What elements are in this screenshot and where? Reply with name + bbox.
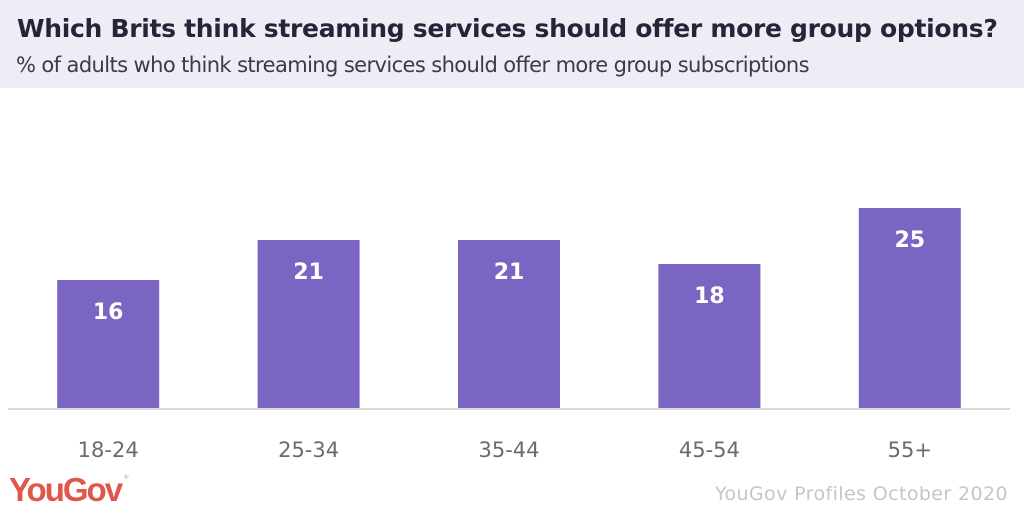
bar-18-24 — [57, 280, 160, 408]
x-tick-label-35-44: 35-44 — [478, 438, 539, 462]
bar-25-34 — [257, 240, 360, 408]
bar-35-44 — [458, 240, 560, 408]
logo-text: YouGov — [9, 471, 123, 508]
source-note: YouGov Profiles October 2020 — [714, 483, 1008, 505]
chart-title: Which Brits think streaming services sho… — [17, 14, 998, 43]
data-label-18-24: 16 — [93, 300, 124, 325]
data-label-25-34: 21 — [293, 260, 324, 285]
data-label-45-54: 18 — [694, 284, 725, 309]
header-band: Which Brits think streaming services sho… — [0, 0, 1024, 88]
data-label-55+: 25 — [894, 228, 925, 253]
x-tick-label-25-34: 25-34 — [278, 438, 339, 462]
bar-55+ — [858, 208, 961, 408]
x-tick-label-45-54: 45-54 — [679, 438, 740, 462]
x-tick-label-18-24: 18-24 — [78, 438, 139, 462]
chart-subtitle: % of adults who think streaming services… — [16, 53, 810, 77]
data-label-35-44: 21 — [494, 260, 525, 285]
registered-mark: ® — [124, 475, 129, 481]
x-tick-label-55+: 55+ — [888, 438, 932, 462]
yougov-logo: YouGov ® — [9, 471, 129, 509]
bar-45-54 — [658, 264, 761, 408]
